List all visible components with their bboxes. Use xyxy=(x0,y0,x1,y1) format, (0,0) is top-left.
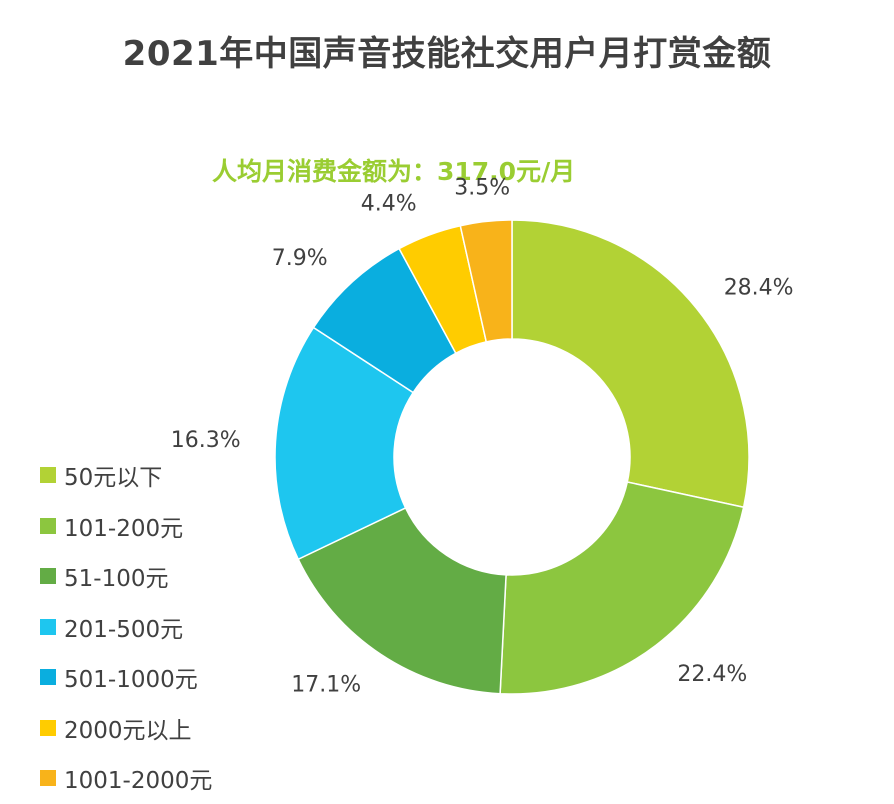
legend-item: 101-200元 xyxy=(40,501,212,552)
legend-item: 50元以下 xyxy=(40,450,212,501)
chart-subtitle: 人均月消费金额为：317.0元/月 xyxy=(212,157,576,186)
legend-swatch xyxy=(40,770,56,787)
chart-title: 2021年中国声音技能社交用户月打赏金额 xyxy=(122,34,772,74)
legend-item: 2000元以上 xyxy=(40,703,212,754)
legend-item: 51-100元 xyxy=(40,551,212,602)
legend-label: 101-200元 xyxy=(64,515,184,542)
donut-slices xyxy=(274,219,750,695)
slice-2-value-label: 22.4% xyxy=(677,662,747,687)
slice-6-value-label: 4.4% xyxy=(361,191,417,216)
legend-label: 50元以下 xyxy=(64,465,163,492)
legend-swatch xyxy=(40,568,56,585)
slice-2 xyxy=(499,481,745,695)
slice-7 xyxy=(459,219,513,343)
slice-4-value-label: 16.3% xyxy=(171,428,241,453)
slice-labels: 28.4% 22.4% 17.1% 16.3% 7.9% 4.4% 3.5% xyxy=(171,176,794,698)
legend-item: 501-1000元 xyxy=(40,652,212,703)
legend-label: 1001-2000元 xyxy=(64,768,213,795)
slice-1 xyxy=(511,219,750,509)
legend-item: 201-500元 xyxy=(40,602,212,653)
legend-swatch xyxy=(40,618,56,635)
chart-legend: 50元以下 101-200元 51-100元 201-500元 501-1000元 200… xyxy=(40,450,212,804)
legend-label: 51-100元 xyxy=(64,566,169,593)
legend-swatch xyxy=(40,467,56,484)
slice-5-value-label: 7.9% xyxy=(272,246,328,271)
slice-3-value-label: 17.1% xyxy=(291,672,361,697)
legend-swatch xyxy=(40,719,56,736)
slice-7-value-label: 3.5% xyxy=(454,176,510,201)
slice-4 xyxy=(274,326,415,561)
legend-item: 1001-2000元 xyxy=(40,753,212,804)
slice-3 xyxy=(297,506,507,695)
legend-swatch xyxy=(40,517,56,534)
legend-label: 501-1000元 xyxy=(64,667,198,694)
legend-swatch xyxy=(40,669,56,686)
legend-label: 201-500元 xyxy=(64,616,184,643)
slice-1-value-label: 28.4% xyxy=(724,275,794,300)
legend-label: 2000元以上 xyxy=(64,717,192,744)
